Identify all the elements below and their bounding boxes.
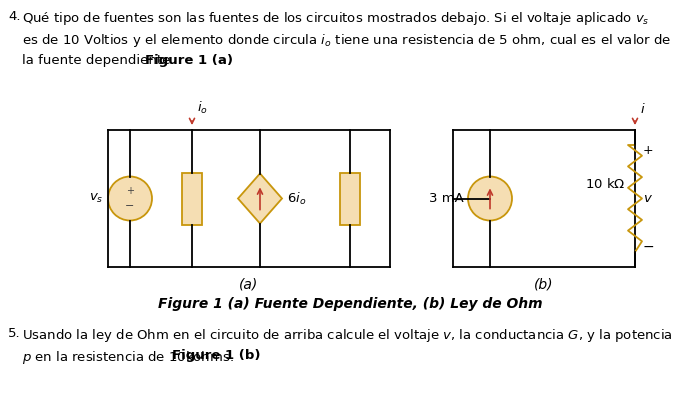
- Text: 3 mA: 3 mA: [429, 192, 464, 205]
- Text: +: +: [126, 186, 134, 195]
- Text: Qué tipo de fuentes son las fuentes de los circuitos mostrados debajo. Si el vol: Qué tipo de fuentes son las fuentes de l…: [22, 10, 650, 27]
- Polygon shape: [238, 173, 282, 223]
- Text: Figure 1 (a): Figure 1 (a): [145, 54, 233, 67]
- Text: Usando la ley de Ohm en el circuito de arriba calcule el voltaje $v$, la conduct: Usando la ley de Ohm en el circuito de a…: [22, 327, 673, 344]
- Bar: [340, 173, 360, 225]
- Text: 5.: 5.: [8, 327, 20, 340]
- Text: (a): (a): [239, 277, 258, 291]
- Text: $i_o$: $i_o$: [197, 100, 208, 116]
- Text: 10 k$\Omega$: 10 k$\Omega$: [584, 177, 625, 190]
- Circle shape: [468, 177, 512, 221]
- Text: Figure 1 (b): Figure 1 (b): [172, 349, 260, 362]
- Text: −: −: [643, 240, 655, 254]
- Text: $i$: $i$: [640, 102, 645, 116]
- Text: 4.: 4.: [8, 10, 20, 23]
- Text: $6i_o$: $6i_o$: [287, 190, 307, 206]
- Text: $p$ en la resistencia de 10kohms.: $p$ en la resistencia de 10kohms.: [22, 349, 235, 366]
- Text: es de 10 Voltios y el elemento donde circula $i_o$ tiene una resistencia de 5 oh: es de 10 Voltios y el elemento donde cir…: [22, 32, 671, 49]
- Text: (b): (b): [534, 277, 554, 291]
- Text: Figure 1 (a) Fuente Dependiente, (b) Ley de Ohm: Figure 1 (a) Fuente Dependiente, (b) Ley…: [158, 297, 542, 311]
- Bar: [182, 173, 202, 225]
- Text: +: +: [643, 144, 654, 157]
- Text: −: −: [125, 201, 134, 212]
- Text: $v_s$: $v_s$: [88, 192, 103, 205]
- Text: $v$: $v$: [643, 192, 653, 205]
- Text: la fuente dependiente.: la fuente dependiente.: [22, 54, 178, 67]
- Circle shape: [108, 177, 152, 221]
